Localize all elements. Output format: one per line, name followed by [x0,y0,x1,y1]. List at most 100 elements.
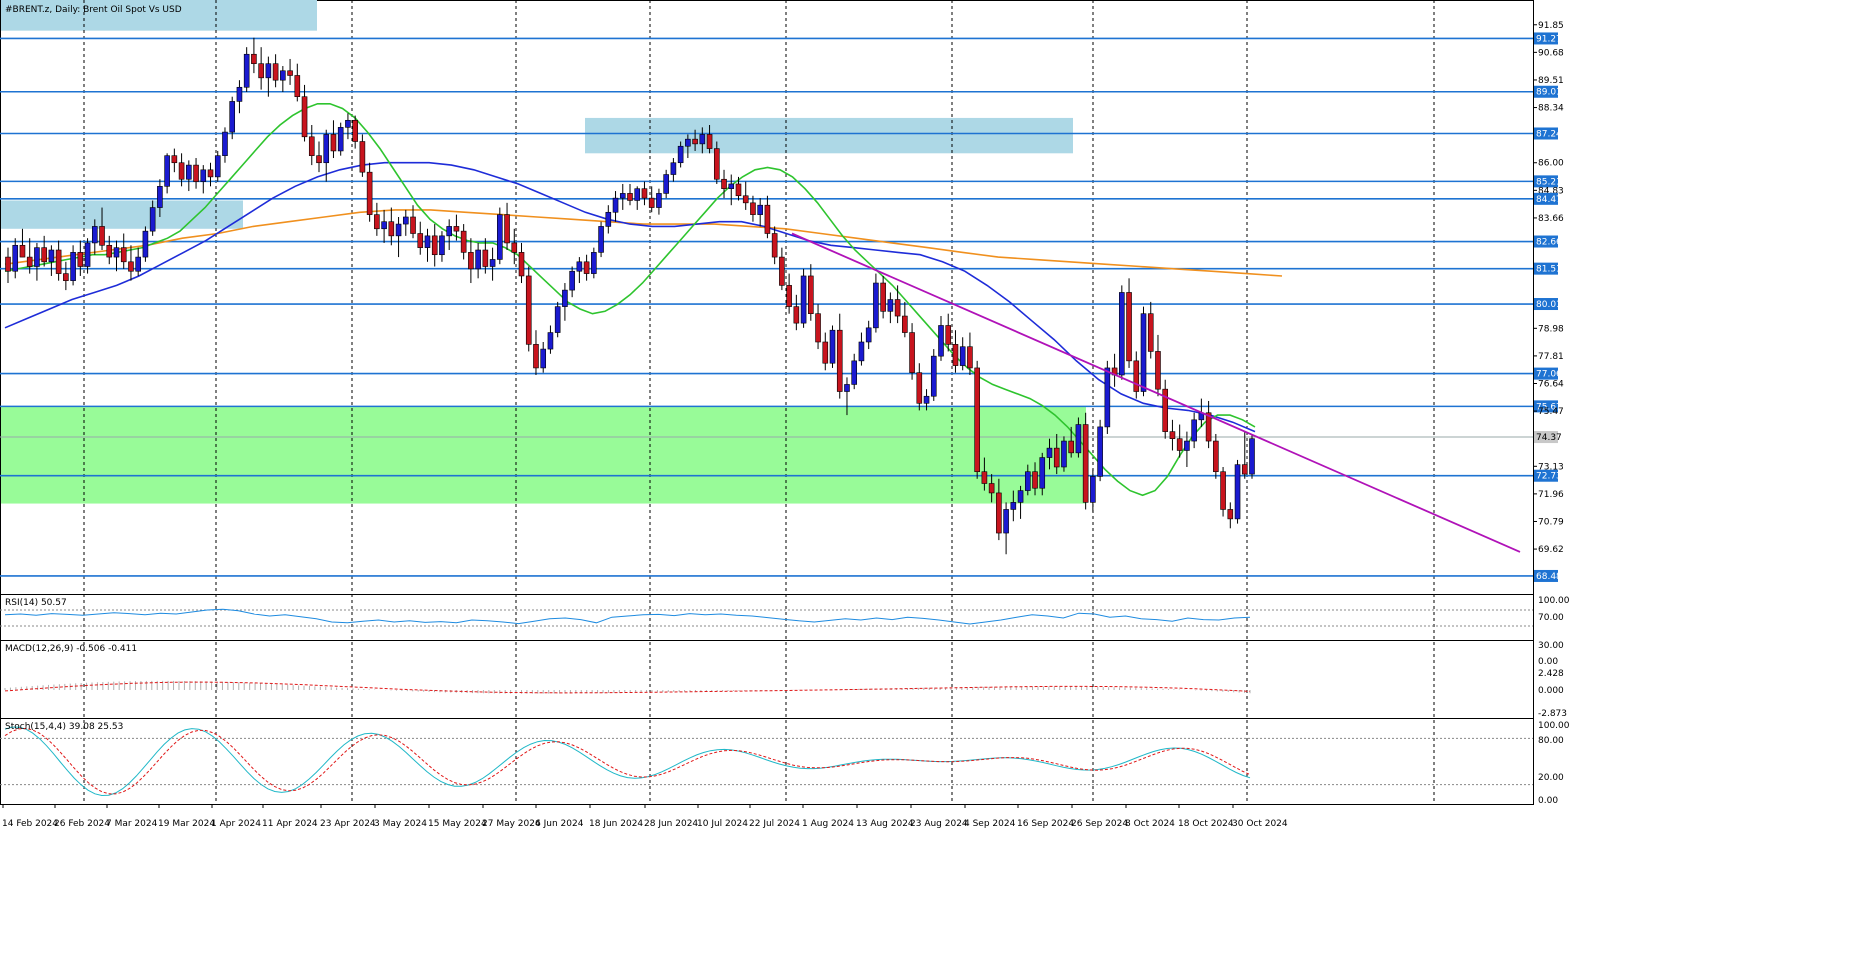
candle-body [243,53,250,88]
candle-body [214,155,221,178]
candle-body [164,155,170,187]
candle-body [612,197,619,213]
candle-body [909,332,915,373]
candle-body [1061,440,1067,468]
macd-tick-label: 0.000 [1538,686,1564,696]
price-tick-label: 86.00 [1538,159,1564,169]
candle-body [374,214,380,230]
time-tick-label: 19 Mar 2024 [158,819,215,829]
candle-body [149,207,156,232]
candle-body [721,178,727,189]
zone-rect [585,117,1073,154]
candle-body [330,134,337,152]
time-tick-label: 26 Feb 2024 [54,819,110,829]
candle-body [533,344,539,369]
price-tick-label: 76.64 [1538,380,1564,390]
candle-body [1090,476,1096,503]
candle-body [641,188,648,199]
candle-body [851,360,858,385]
price-tag-label: 84.47 [1536,195,1562,205]
candle-body [562,289,568,307]
indicators-layer: 100.00 70.00 30.00 0.00 2.428 0.000 -2.873 100.… [0,596,1570,806]
price-tag-label: 91.27 [1536,34,1562,44]
price-tick-label: 89.51 [1538,76,1564,86]
candle-body [1205,412,1212,442]
time-tick-label: 15 May 2024 [428,819,487,829]
candle-body [554,306,561,333]
candle-body [113,247,120,258]
zone-rect [1,406,1086,504]
candle-body [395,223,402,237]
time-tick-label: 14 Feb 2024 [2,819,58,829]
candle-body [981,471,988,484]
zone-rect [1,200,243,229]
candle-body [1003,509,1009,534]
time-tick-label: 18 Jun 2024 [589,819,643,829]
candle-body [952,344,959,366]
zones-layer [1,0,1086,504]
macd-signal-line [4,681,1251,694]
candle-body [99,226,105,246]
price-tag-bg [1534,367,1558,380]
candle-body [497,214,503,260]
candle-body [757,204,763,215]
candle-body [1097,426,1103,477]
candle-body [1234,464,1241,520]
candle-body [663,174,669,194]
price-tick-label: 88.34 [1538,104,1564,114]
rsi-tick-label: 0.00 [1538,657,1558,667]
candle-body [945,325,952,345]
candle-body [1147,313,1154,352]
price-tag-label: 87.24 [1536,129,1562,139]
candle-body [359,141,366,173]
candle-body [779,256,785,286]
candle-body [157,186,163,208]
candle-body [1140,313,1147,392]
candle-body [439,235,445,256]
candle-body [287,70,293,76]
candle-body [974,367,980,473]
candle-body [446,226,452,237]
candle-body [431,235,438,256]
candle-body [1176,438,1183,451]
candle-body [258,63,264,79]
price-tick-label: 78.98 [1538,324,1564,334]
candle-body [916,372,923,404]
candle-body [771,233,778,258]
candle-body [381,221,387,230]
candle-body [106,244,113,258]
candle-body [1249,438,1255,475]
candle-body [77,252,84,267]
time-tick-label: 13 Aug 2024 [856,819,914,829]
candle-body [345,119,351,128]
candle-body [135,256,141,272]
candle-body [540,348,547,369]
candle-body [1241,464,1248,475]
price-tick-label: 71.96 [1538,490,1564,500]
price-tick-label: 91.85 [1538,21,1564,31]
candle-body [388,221,395,237]
candle-body [1024,471,1031,491]
candle-body [1162,388,1169,432]
candle-body [648,197,655,208]
candle-body [525,275,532,345]
candle-body [1053,447,1060,468]
candle-body [880,282,886,312]
candles-layer [5,37,1255,555]
candle-body [1169,431,1176,439]
candle-body [1126,292,1132,362]
price-tick-label: 83.66 [1538,214,1564,224]
candle-body [475,249,481,270]
price-tag-bg [1534,400,1558,413]
candle-body [294,75,301,98]
candle-body [1017,490,1024,503]
candle-body [518,252,525,277]
candle-body [656,193,662,208]
rsi-tick-label: 100.00 [1538,596,1570,606]
candle-body [12,244,19,272]
candle-body [402,216,409,225]
stoch-tick-label: 80.00 [1538,736,1564,746]
candle-body [591,252,597,274]
panel-frame [0,640,1534,719]
